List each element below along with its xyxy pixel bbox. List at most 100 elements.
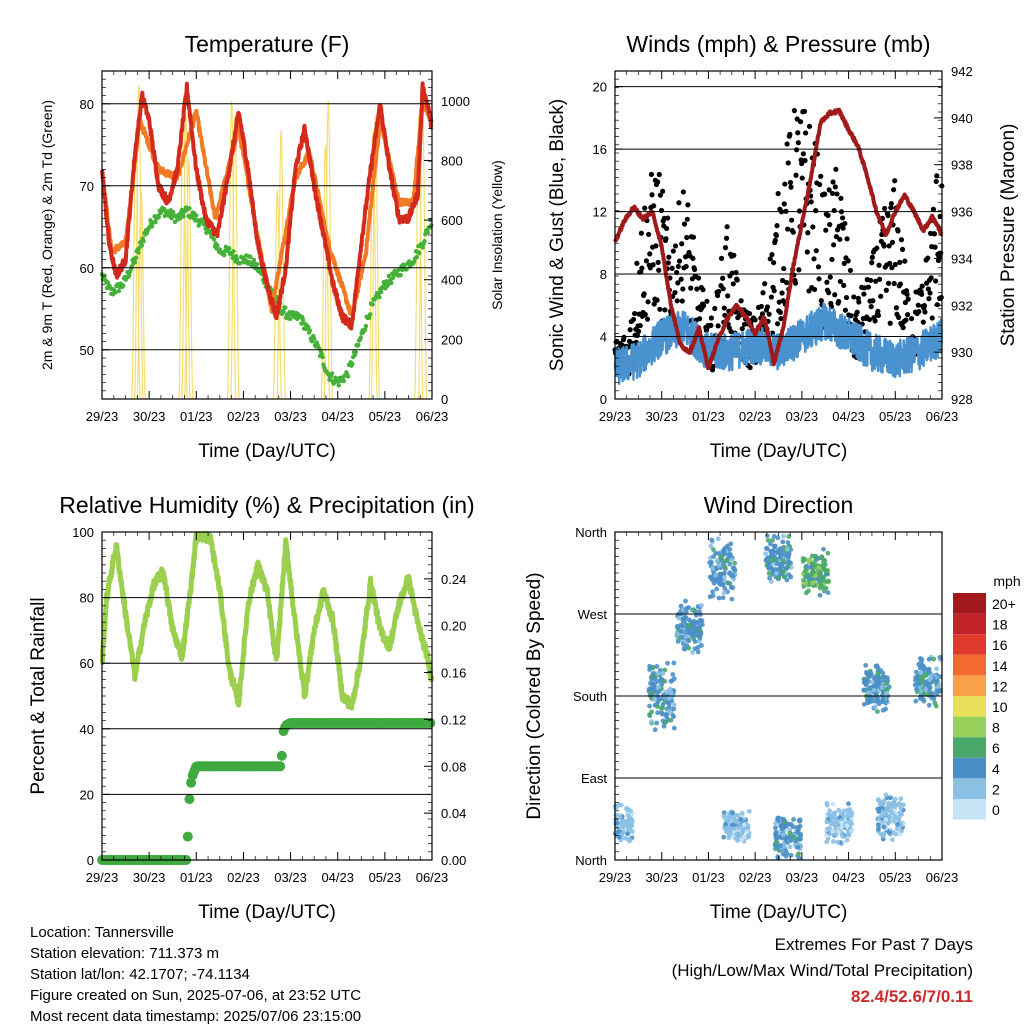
direction-point <box>655 671 661 677</box>
gust-point <box>778 316 784 322</box>
gust-point <box>676 258 683 264</box>
gust-point <box>714 292 721 299</box>
gust-point <box>799 160 805 167</box>
direction-point <box>773 821 779 826</box>
direction-point <box>692 639 698 644</box>
gust-point <box>885 280 892 286</box>
direction-point <box>783 823 789 829</box>
gust-point <box>915 302 921 308</box>
direction-point <box>875 671 881 677</box>
gust-point <box>722 245 729 251</box>
gust-point <box>876 262 882 268</box>
direction-point <box>826 812 832 818</box>
y2-tick-label: 0.12 <box>441 712 466 727</box>
gust-point <box>663 236 669 242</box>
gust-point <box>679 241 685 247</box>
y-tick-label: 8 <box>600 267 607 282</box>
dewpoint-point <box>193 213 199 218</box>
gust-point <box>817 181 823 188</box>
gust-point <box>648 171 655 177</box>
direction-point <box>726 818 732 824</box>
gust-point <box>841 282 847 288</box>
y2-tick-label: 0.24 <box>441 572 466 587</box>
dewpoint-point <box>281 309 286 315</box>
dewpoint-point <box>141 239 146 244</box>
gust-point <box>869 260 875 266</box>
direction-point <box>874 663 880 669</box>
direction-point <box>832 810 837 816</box>
x-tick-label: 29/23 <box>86 409 119 424</box>
direction-point <box>825 590 831 596</box>
dewpoint-point <box>307 328 313 333</box>
direction-point <box>773 825 778 831</box>
precip-point <box>425 717 436 728</box>
dewpoint-point <box>358 335 364 340</box>
dewpoint-point <box>345 374 351 379</box>
legend-label: 10 <box>992 699 1008 715</box>
direction-point <box>775 561 780 567</box>
x-tick-label: 06/23 <box>416 870 449 885</box>
direction-point <box>895 822 900 827</box>
direction-point <box>766 570 772 576</box>
legend-label: 16 <box>992 637 1008 653</box>
direction-point <box>775 854 781 860</box>
gust-point <box>800 151 806 157</box>
elevation-text: Station elevation: 711.373 m <box>30 945 220 962</box>
direction-point <box>741 834 747 840</box>
gust-point <box>899 246 906 253</box>
gust-point <box>837 236 843 242</box>
gust-point <box>790 229 796 235</box>
gust-point <box>885 212 891 219</box>
plot-frame <box>614 70 943 400</box>
direction-point <box>659 711 665 717</box>
gust-point <box>781 201 787 207</box>
gust-point <box>776 299 782 305</box>
direction-point <box>723 821 728 827</box>
gust-point <box>632 310 638 317</box>
direction-point <box>730 822 735 828</box>
direction-point <box>825 550 831 556</box>
legend-label: 0 <box>992 802 1000 818</box>
legend-label: 20+ <box>992 596 1016 612</box>
direction-point <box>937 654 943 660</box>
gust-point <box>655 259 661 266</box>
direction-point <box>886 819 892 825</box>
direction-point <box>797 817 803 823</box>
gust-point <box>883 287 889 293</box>
y2-tick-label: 1000 <box>441 94 470 109</box>
direction-point <box>864 677 870 683</box>
direction-point <box>628 818 634 823</box>
direction-point <box>926 702 932 708</box>
direction-point <box>809 570 815 576</box>
direction-point <box>926 656 932 662</box>
gust-point <box>892 261 898 268</box>
direction-point <box>730 573 736 579</box>
direction-point <box>875 797 881 803</box>
direction-point <box>685 605 690 611</box>
direction-point <box>830 839 836 844</box>
direction-point <box>867 686 872 692</box>
direction-point <box>771 548 776 554</box>
direction-point <box>656 689 662 694</box>
y-tick-label: South <box>573 689 607 704</box>
gust-point <box>688 285 694 291</box>
gust-point <box>700 303 707 309</box>
dewpoint-point <box>362 327 368 332</box>
dewpoint-point <box>398 272 403 278</box>
direction-point <box>716 563 722 568</box>
dewpoint-point <box>367 315 372 320</box>
direction-point <box>791 817 796 822</box>
direction-point <box>716 551 721 557</box>
gust-point <box>842 220 848 227</box>
gust-point <box>826 187 832 193</box>
direction-point <box>738 817 744 822</box>
direction-point <box>683 609 689 615</box>
gust-point <box>672 289 678 296</box>
direction-point <box>913 675 919 681</box>
gust-point <box>844 236 850 242</box>
direction-point <box>666 695 672 701</box>
direction-point <box>934 666 939 672</box>
direction-point <box>898 796 904 802</box>
direction-point <box>725 543 730 549</box>
direction-point <box>709 559 714 565</box>
